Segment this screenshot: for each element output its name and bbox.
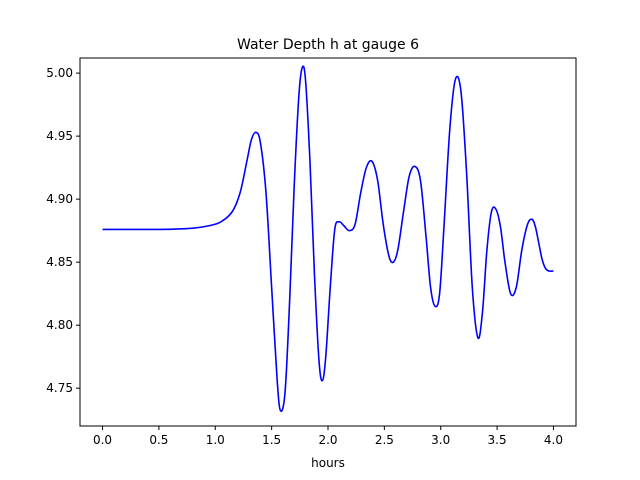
chart-title: Water Depth h at gauge 6 xyxy=(237,37,419,53)
x-axis: 0.0 0.5 1.0 1.5 2.0 2.5 3.0 3.5 4.0 xyxy=(93,426,563,447)
x-tick-label: 0.0 xyxy=(93,433,112,447)
x-tick-label: 1.5 xyxy=(262,433,281,447)
series-line xyxy=(102,65,554,412)
x-tick-label: 3.5 xyxy=(488,433,507,447)
x-tick-label: 0.5 xyxy=(149,433,168,447)
y-axis: 4.75 4.80 4.85 4.90 4.95 5.00 xyxy=(46,66,80,395)
y-tick-label: 4.75 xyxy=(46,381,73,395)
x-tick-label: 2.0 xyxy=(318,433,337,447)
x-tick-label: 2.5 xyxy=(375,433,394,447)
x-tick-label: 1.0 xyxy=(206,433,225,447)
y-tick-label: 5.00 xyxy=(46,66,73,80)
y-tick-label: 4.85 xyxy=(46,255,73,269)
y-tick-label: 4.95 xyxy=(46,129,73,143)
x-tick-label: 4.0 xyxy=(544,433,563,447)
x-axis-label: hours xyxy=(311,456,345,470)
y-tick-label: 4.80 xyxy=(46,318,73,332)
x-tick-label: 3.0 xyxy=(431,433,450,447)
y-tick-label: 4.90 xyxy=(46,192,73,206)
